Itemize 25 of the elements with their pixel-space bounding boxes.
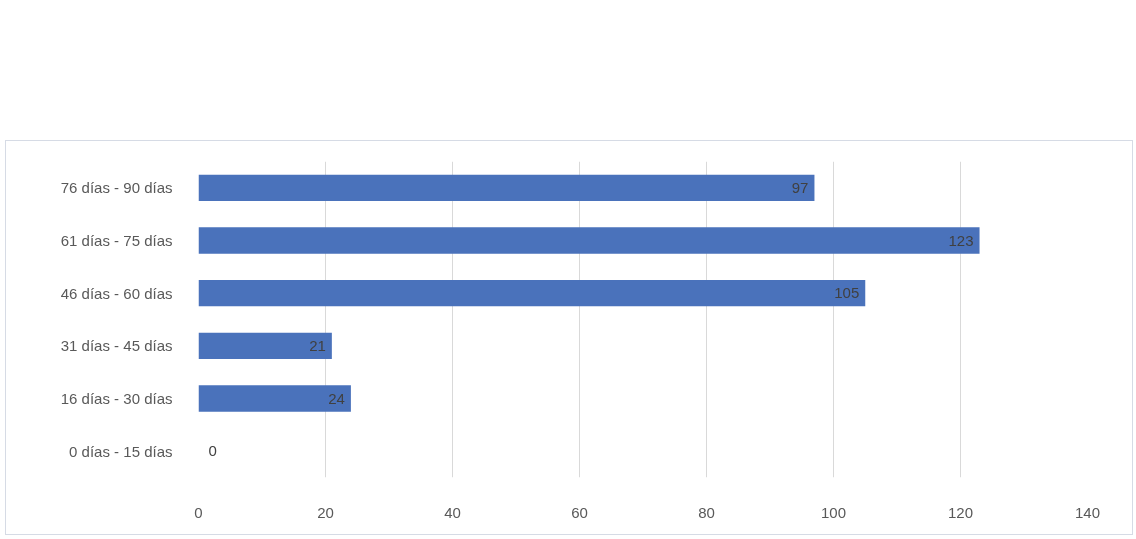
data-label: 0	[208, 442, 217, 460]
data-label: 105	[834, 284, 860, 302]
data-label: 123	[948, 231, 974, 249]
x-tick-label: 80	[698, 503, 715, 521]
y-tick-label: 61 días - 75 días	[60, 232, 173, 249]
x-tick-label: 60	[571, 503, 588, 521]
bar	[198, 332, 332, 359]
data-label: 24	[328, 389, 345, 407]
y-tick-label: 16 días - 30 días	[60, 390, 173, 407]
data-label: 97	[791, 178, 809, 196]
x-tick-label: 120	[947, 503, 974, 521]
y-tick-label: 76 días - 90 días	[60, 179, 173, 197]
x-tick-label: 100	[820, 503, 847, 521]
bar	[198, 280, 866, 307]
bar	[198, 174, 815, 201]
x-tick-label: 40	[444, 503, 461, 521]
x-tick-label: 20	[317, 503, 334, 521]
x-tick-label: 0	[194, 503, 203, 521]
bar	[198, 227, 980, 254]
y-tick-label: 0 días - 15 días	[69, 442, 173, 460]
y-tick-label: 46 días - 60 días	[60, 284, 173, 302]
y-tick-label: 31 días - 45 días	[60, 337, 173, 355]
bar	[198, 385, 351, 412]
x-tick-label: 140	[1074, 503, 1101, 521]
data-label: 21	[309, 336, 326, 354]
